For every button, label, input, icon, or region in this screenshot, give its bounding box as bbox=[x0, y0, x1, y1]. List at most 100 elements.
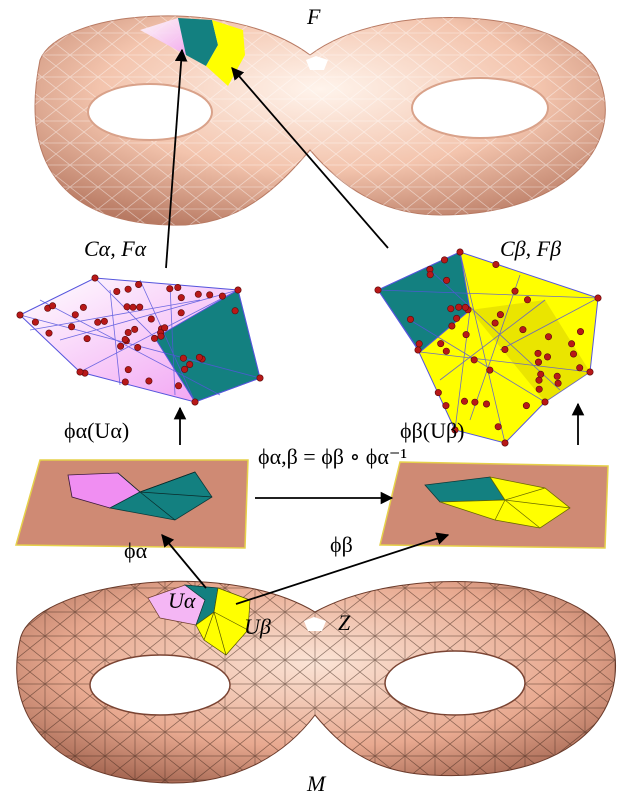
parameter-plane-alpha bbox=[15, 459, 249, 549]
mesh-node bbox=[519, 326, 527, 334]
mesh-node bbox=[68, 323, 76, 331]
mesh-node bbox=[177, 309, 185, 317]
mesh-node bbox=[471, 398, 479, 406]
bottom-white-pentagon bbox=[304, 617, 326, 631]
top-left-hole bbox=[87, 83, 213, 141]
mesh-node bbox=[534, 349, 542, 357]
mesh-node bbox=[576, 328, 584, 336]
mesh-node bbox=[124, 366, 132, 374]
mesh-node bbox=[134, 343, 142, 351]
mesh-node bbox=[511, 287, 519, 295]
mesh-node bbox=[175, 382, 183, 390]
mesh-node bbox=[586, 368, 594, 376]
label-u-alpha: Uα bbox=[168, 588, 196, 613]
mesh-node bbox=[218, 292, 226, 300]
mesh-node bbox=[482, 400, 490, 408]
mesh-node bbox=[231, 307, 239, 315]
mesh-node bbox=[522, 402, 530, 410]
mesh-node bbox=[121, 335, 129, 343]
mesh-node bbox=[534, 358, 542, 366]
mesh-node bbox=[541, 398, 549, 406]
mesh-node bbox=[194, 290, 202, 298]
label-phi-alpha-u: ϕα(Uα) bbox=[64, 418, 130, 443]
top-white-pentagon bbox=[306, 56, 328, 70]
chart-mesh-alpha bbox=[16, 274, 264, 406]
mesh-node bbox=[544, 333, 552, 341]
label-phi-beta-u: ϕβ(Uβ) bbox=[400, 418, 465, 443]
mesh-node bbox=[76, 368, 84, 376]
mesh-node bbox=[147, 315, 155, 323]
plane-beta-yellow-region bbox=[439, 476, 571, 529]
mesh-node bbox=[121, 378, 129, 386]
mesh-node bbox=[523, 296, 531, 304]
mesh-beta-nodes bbox=[374, 248, 602, 447]
mesh-node bbox=[594, 294, 602, 302]
mesh-node bbox=[537, 370, 545, 378]
arrow-calpha-to-F bbox=[165, 48, 188, 269]
label-M: M bbox=[307, 771, 326, 796]
mesh-node bbox=[491, 319, 499, 327]
mesh-node bbox=[166, 285, 174, 293]
label-c-beta: Cβ, Fβ bbox=[500, 236, 562, 261]
label-phi-beta: ϕβ bbox=[330, 532, 353, 557]
mesh-node bbox=[406, 315, 414, 323]
mesh-node bbox=[157, 332, 165, 340]
mesh-node bbox=[71, 311, 79, 319]
mesh-node bbox=[535, 376, 543, 384]
mesh-node bbox=[448, 322, 456, 330]
mesh-node bbox=[486, 366, 494, 374]
mesh-node bbox=[554, 379, 562, 387]
mesh-alpha-nodes bbox=[16, 274, 264, 406]
mesh-node bbox=[49, 302, 57, 310]
mesh-node bbox=[437, 340, 445, 348]
arrow-phi-beta bbox=[235, 532, 450, 605]
top-teal-patch bbox=[178, 18, 218, 66]
chart-mesh-beta bbox=[374, 248, 602, 447]
mesh-node bbox=[443, 276, 451, 284]
mesh-node bbox=[136, 303, 144, 311]
mesh-node bbox=[426, 271, 434, 279]
smooth-surface-F bbox=[34, 15, 606, 226]
mesh-node bbox=[179, 354, 187, 362]
mesh-node bbox=[460, 397, 468, 405]
mapping-arrows bbox=[161, 48, 585, 605]
mesh-node bbox=[191, 398, 199, 406]
mesh-node bbox=[256, 374, 264, 382]
mesh-node bbox=[461, 303, 469, 311]
mesh-node bbox=[124, 285, 132, 293]
parameter-plane-beta bbox=[379, 461, 609, 549]
triangulated-surface-M bbox=[16, 580, 617, 784]
top-right-hole bbox=[411, 77, 549, 139]
mesh-node bbox=[553, 372, 561, 380]
mesh-node bbox=[145, 377, 153, 385]
mesh-node bbox=[535, 385, 543, 393]
mesh-node bbox=[174, 283, 182, 291]
mesh-node bbox=[455, 303, 463, 311]
mesh-node bbox=[440, 256, 448, 264]
mesh-node bbox=[494, 423, 502, 431]
mesh-node bbox=[100, 317, 108, 325]
mesh-node bbox=[543, 353, 551, 361]
mesh-node bbox=[135, 280, 143, 288]
mesh-node bbox=[186, 360, 194, 368]
mesh-node bbox=[94, 318, 102, 326]
mesh-node bbox=[31, 318, 39, 326]
label-phi-alpha: ϕα bbox=[124, 538, 148, 563]
mesh-node bbox=[501, 345, 509, 353]
mesh-node bbox=[442, 402, 450, 410]
mesh-node bbox=[129, 303, 137, 311]
mesh-node bbox=[576, 364, 584, 372]
arrow-phi-alpha bbox=[161, 534, 207, 589]
mesh-node bbox=[501, 439, 509, 447]
mesh-node bbox=[181, 365, 189, 373]
mesh-node bbox=[462, 331, 470, 339]
arrow-cbeta-to-F bbox=[231, 67, 389, 249]
mesh-node bbox=[569, 350, 577, 358]
mesh-node bbox=[414, 346, 422, 354]
mesh-node bbox=[447, 305, 455, 313]
mesh-node bbox=[434, 389, 442, 397]
mesh-node bbox=[45, 329, 53, 337]
label-u-beta: Uβ bbox=[244, 614, 271, 639]
mesh-node bbox=[113, 287, 121, 295]
